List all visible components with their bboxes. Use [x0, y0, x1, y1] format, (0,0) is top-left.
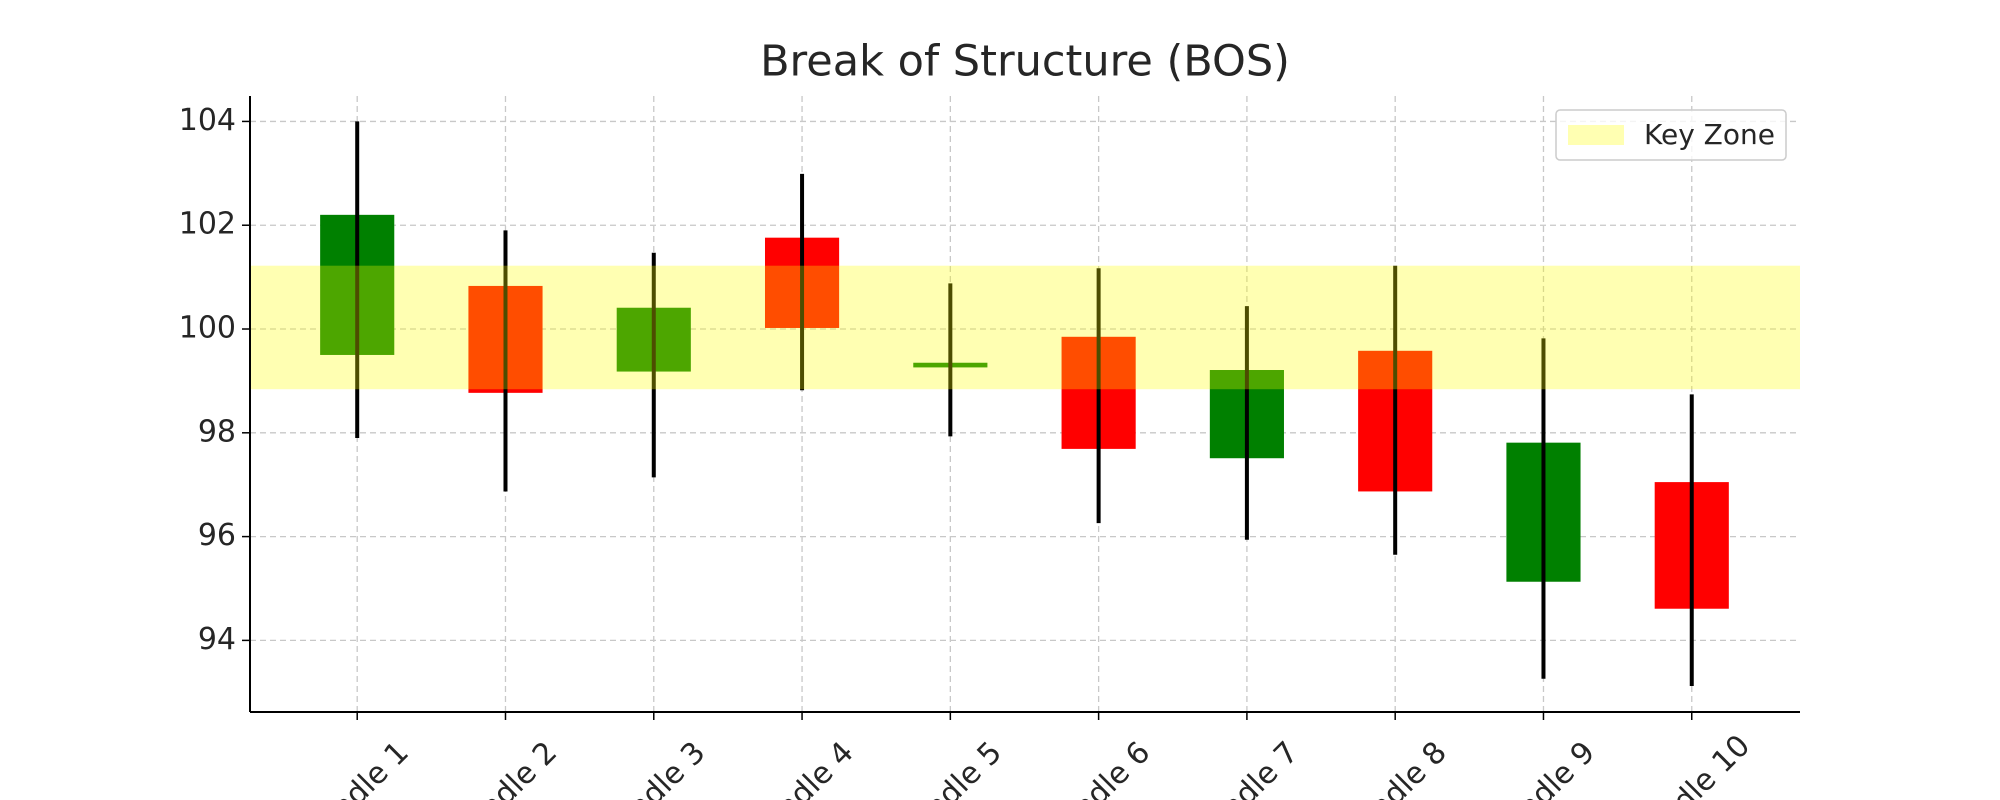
- chart-title: Break of Structure (BOS): [760, 37, 1290, 87]
- y-tick-label: 94: [198, 622, 236, 657]
- x-tick-label: Candle 2: [445, 735, 564, 800]
- x-tick-label: Candle 1: [297, 735, 416, 800]
- x-tick-label: Candle 9: [1483, 735, 1602, 800]
- y-tick-label: 102: [179, 207, 236, 242]
- legend-box: [1555, 109, 1787, 161]
- x-tick-label: Candle 4: [742, 735, 861, 800]
- y-tick-label: 96: [198, 518, 236, 553]
- legend-label: Key Zone: [1644, 118, 1775, 151]
- key-zone: [250, 265, 1800, 390]
- x-tick-label: Candle 7: [1187, 735, 1306, 800]
- x-tick-label: Candle 3: [594, 735, 713, 800]
- y-tick-label: 104: [179, 103, 236, 138]
- x-tick-label: Candle 5: [890, 735, 1009, 800]
- x-tick-label: Candle 6: [1039, 735, 1158, 800]
- y-tick-label: 98: [198, 414, 236, 449]
- legend-swatch: [1568, 125, 1624, 145]
- x-tick-label: Candle 10: [1625, 728, 1757, 800]
- x-tick-label: Candle 8: [1335, 735, 1454, 800]
- y-tick-label: 100: [179, 311, 236, 346]
